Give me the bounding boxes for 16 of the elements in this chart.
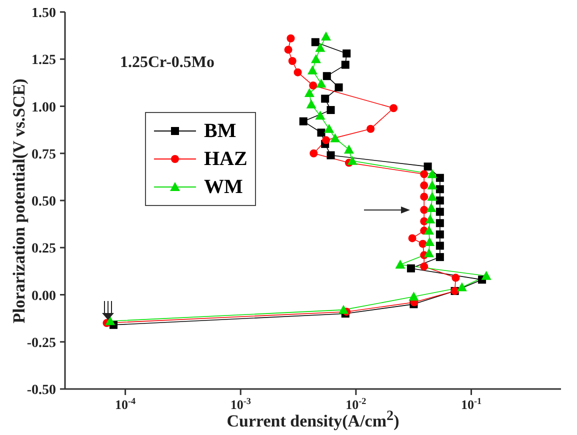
y-tick-label: -0.25 [26,336,56,351]
y-tick-label: 1.50 [32,6,56,21]
y-axis-title: Plorarization potential(V vs.SCE) [9,78,28,323]
y-tick-label: 0.50 [32,194,56,210]
y-tick-label: 1.25 [32,53,56,68]
legend-label: HAZ [204,148,248,170]
annotation: 1.25Cr-0.5Mo [120,54,214,72]
y-tick-label: 0.00 [32,288,56,304]
y-tick-label: 0.75 [32,147,56,162]
y-tick-label: 1.00 [32,100,56,116]
x-tick-label: 10$^{-1}$ [460,396,482,412]
legend-label: BM [204,120,236,142]
x-tick-label: 10$^{-4}$ [115,396,136,412]
legend-label: WM [204,176,243,198]
y-tick-label: 0.25 [32,242,56,257]
y-tick-label: -0.50 [26,383,56,398]
